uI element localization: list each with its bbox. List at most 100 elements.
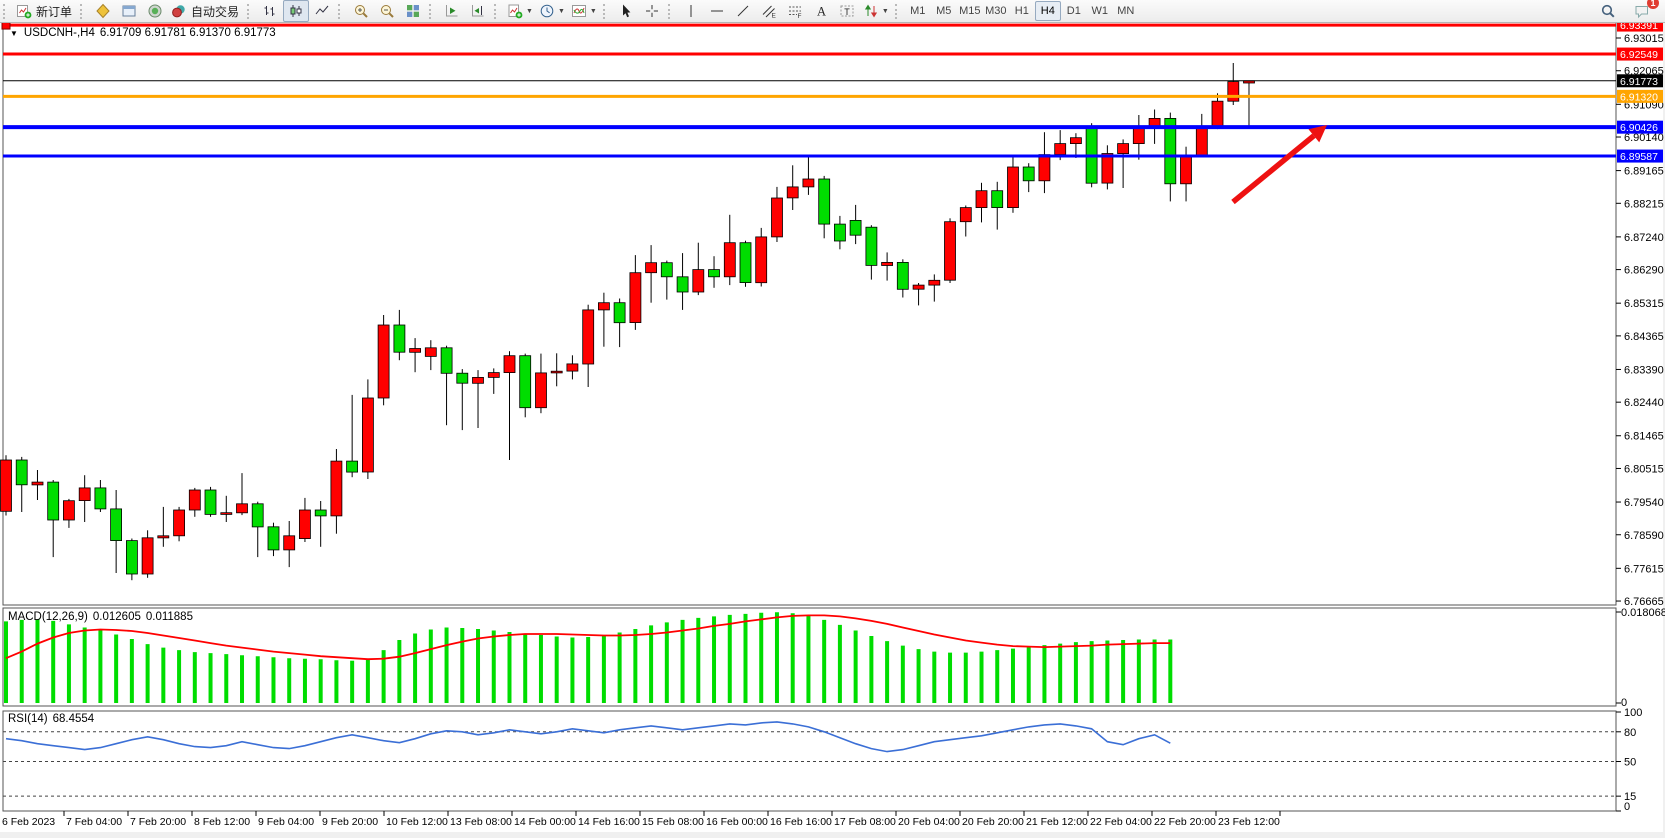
tile-windows-button[interactable] — [400, 0, 426, 22]
autotrading-button[interactable]: 自动交易 — [168, 0, 244, 22]
time-axis-label: 7 Feb 20:00 — [130, 816, 186, 828]
market-watch-icon — [96, 3, 110, 19]
bull-candle-body — [692, 269, 705, 293]
timeframe-m5[interactable]: M5 — [936, 5, 952, 17]
toolbar-grip[interactable] — [667, 3, 674, 19]
search-button[interactable] — [1595, 0, 1621, 22]
arrows-button[interactable]: ▼ — [860, 0, 892, 22]
price-axis-tick-label: 6.86290 — [1624, 265, 1664, 277]
bull-candle-body — [330, 460, 343, 517]
timeframe-m30[interactable]: M30 — [985, 5, 1007, 17]
fibonacci-button[interactable]: F — [782, 0, 808, 22]
trendline-icon — [737, 5, 749, 17]
trend-arrow-shaft[interactable] — [1231, 133, 1316, 205]
vertical-line-button[interactable] — [678, 0, 704, 22]
price-axis-tick-label: 6.89165 — [1624, 166, 1664, 178]
horizontal-line-button[interactable] — [704, 0, 730, 22]
bull-candle-body — [645, 262, 657, 274]
line-chart-button[interactable] — [309, 0, 335, 22]
text-label-button[interactable]: T — [834, 0, 860, 22]
price-badge[interactable] — [1617, 120, 1663, 134]
price-badge[interactable] — [1617, 149, 1663, 163]
bull-candle-body — [141, 537, 154, 575]
candlestick-chart-button[interactable] — [283, 0, 310, 22]
text-button[interactable]: A — [808, 0, 834, 22]
price-badge[interactable] — [1617, 74, 1663, 88]
toolbar-grip[interactable] — [429, 3, 435, 19]
bar-chart-icon — [264, 6, 275, 16]
data-window-button[interactable] — [116, 0, 142, 22]
new-chart-button[interactable]: ▼ — [504, 0, 536, 22]
bear-candle-body — [660, 262, 673, 278]
timeframe-m15[interactable]: M15 — [959, 5, 981, 17]
bull-candle-body — [881, 261, 893, 266]
bull-candle-body — [928, 279, 941, 286]
timeframe-h4[interactable]: H4 — [1034, 1, 1061, 21]
crosshair-button[interactable] — [639, 0, 665, 22]
one-click-panel-caret[interactable]: ▼ — [10, 29, 18, 38]
toolbar-grip[interactable] — [338, 3, 344, 19]
bull-candle-body — [377, 324, 390, 399]
price-axis-tick-label: 6.79540 — [1624, 497, 1664, 509]
timeframe-h1[interactable]: H1 — [1014, 5, 1029, 17]
bull-candle-body — [771, 197, 783, 238]
time-axis-label: 13 Feb 08:00 — [450, 816, 512, 828]
zoom-out-icon — [381, 5, 394, 18]
bear-candle-body — [991, 190, 1004, 208]
notifications-button[interactable]: 1 — [1629, 0, 1659, 22]
timeframe-m1[interactable]: M1 — [910, 5, 926, 17]
channel-icon: E — [762, 5, 776, 19]
bull-candle-body — [409, 348, 422, 353]
dropdown-caret-icon[interactable]: ▼ — [589, 7, 597, 15]
dropdown-caret-icon[interactable]: ▼ — [881, 7, 889, 15]
bull-candle-body — [173, 509, 186, 537]
indicators-button[interactable]: ▼ — [568, 0, 600, 22]
svg-text:A: A — [817, 5, 826, 19]
auto-scroll-button[interactable] — [439, 0, 465, 22]
toolbar-grip[interactable] — [3, 3, 9, 19]
timeframe-mn[interactable]: MN — [1117, 5, 1135, 17]
bull-candle-body — [944, 221, 956, 281]
period-button[interactable]: ▼ — [536, 0, 568, 22]
new-chart-icon — [508, 4, 523, 19]
dropdown-caret-icon[interactable]: ▼ — [557, 7, 565, 15]
rsi-name: RSI(14) — [8, 713, 48, 725]
bull-candle-body — [503, 355, 516, 374]
new-order-button[interactable]: 新订单 — [13, 0, 77, 22]
cursor-button[interactable] — [613, 0, 639, 22]
bear-candle-body — [708, 269, 720, 278]
bear-candle-body — [865, 226, 878, 266]
toolbar-grip[interactable] — [494, 3, 500, 19]
equidistant-channel-button[interactable]: E — [756, 0, 782, 22]
dropdown-caret-icon[interactable]: ▼ — [526, 7, 533, 15]
zoom-in-icon — [355, 5, 368, 18]
price-badge[interactable] — [1617, 47, 1663, 61]
market-watch-button[interactable] — [90, 0, 116, 22]
zoom-out-button[interactable] — [374, 0, 400, 22]
chart-shift-button[interactable] — [465, 0, 491, 22]
toolbar-grip[interactable] — [602, 3, 609, 19]
trendline-button[interactable] — [730, 0, 756, 22]
fibo-icon: F — [788, 6, 801, 19]
toolbar-grip[interactable] — [894, 3, 901, 19]
bull-candle-body — [236, 503, 248, 514]
price-badge-label: 6.89587 — [1620, 151, 1658, 163]
bull-candle-body — [1148, 118, 1161, 127]
price-badge[interactable] — [1617, 89, 1663, 103]
main-chart-pane — [2, 21, 1617, 606]
zoom-in-button[interactable] — [348, 0, 374, 22]
chart-shift-icon — [472, 5, 484, 17]
trend-arrow-head[interactable] — [1308, 125, 1327, 143]
bull-candle-body — [1101, 153, 1114, 184]
navigator-icon — [148, 4, 162, 18]
toolbar-grip[interactable] — [80, 3, 86, 19]
navigator-button[interactable] — [142, 0, 168, 22]
timeframe-d1[interactable]: D1 — [1066, 5, 1081, 17]
bear-candle-body — [1164, 118, 1177, 185]
toolbar-grip[interactable] — [247, 3, 253, 19]
bar-chart-button[interactable] — [257, 0, 283, 22]
bull-candle-body — [1007, 166, 1019, 208]
timeframe-w1[interactable]: W1 — [1091, 5, 1109, 17]
